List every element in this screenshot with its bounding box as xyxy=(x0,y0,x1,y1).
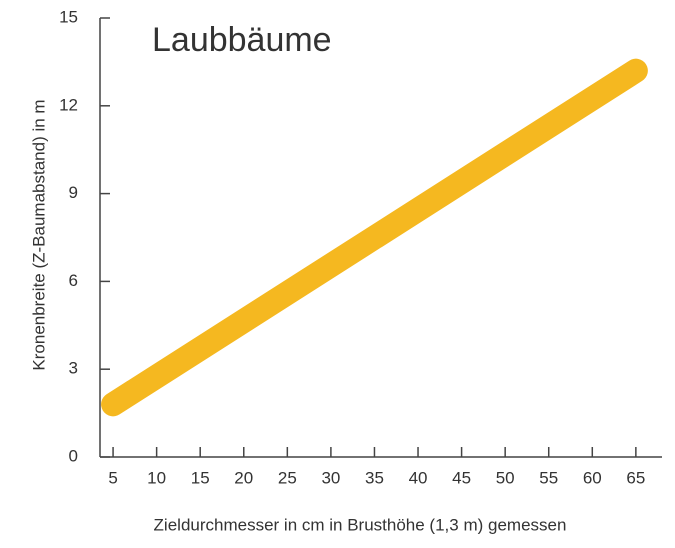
x-tick-label: 50 xyxy=(496,468,515,487)
x-tick-label: 65 xyxy=(626,468,645,487)
x-tick-label: 5 xyxy=(108,468,117,487)
x-tick-label: 40 xyxy=(409,468,428,487)
y-axis-label: Kronenbreite (Z-Baumabstand) in m xyxy=(29,99,48,370)
y-tick-label: 6 xyxy=(69,271,78,290)
y-tick-label: 0 xyxy=(69,446,78,465)
y-tick-label: 15 xyxy=(59,7,78,26)
y-tick-label: 12 xyxy=(59,95,78,114)
line xyxy=(101,58,648,417)
x-tick-label: 10 xyxy=(147,468,166,487)
x-tick-label: 60 xyxy=(583,468,602,487)
x-tick-label: 15 xyxy=(191,468,210,487)
x-tick-label: 30 xyxy=(321,468,340,487)
y-tick-label: 9 xyxy=(69,183,78,202)
x-tick-label: 45 xyxy=(452,468,471,487)
chart-title: Laubbäume xyxy=(152,21,332,59)
x-axis-label: Zieldurchmesser in cm in Brusthöhe (1,3 … xyxy=(154,515,567,534)
x-tick-label: 55 xyxy=(539,468,558,487)
x-tick-label: 25 xyxy=(278,468,297,487)
x-tick-label: 35 xyxy=(365,468,384,487)
y-tick-label: 3 xyxy=(69,359,78,378)
x-tick-label: 20 xyxy=(234,468,253,487)
